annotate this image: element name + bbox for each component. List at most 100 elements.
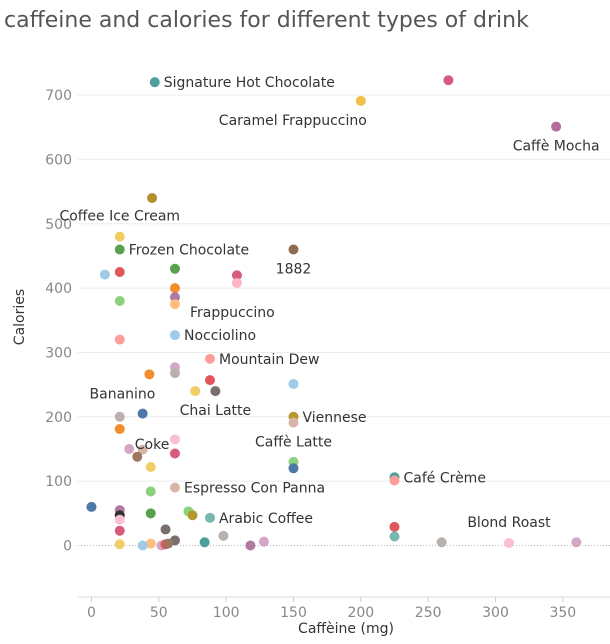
data-point[interactable] bbox=[169, 283, 180, 294]
data-point[interactable] bbox=[137, 408, 148, 419]
data-point[interactable] bbox=[389, 531, 400, 542]
data-point[interactable] bbox=[204, 375, 215, 386]
data-point[interactable] bbox=[132, 451, 143, 462]
point-label: Arabic Coffee bbox=[219, 511, 313, 527]
point-label: Coffee Ice Cream bbox=[59, 209, 180, 225]
data-point[interactable] bbox=[204, 353, 215, 364]
data-point[interactable] bbox=[389, 521, 400, 532]
x-tick-label: 350 bbox=[549, 605, 576, 621]
data-point[interactable] bbox=[145, 486, 156, 497]
data-point[interactable] bbox=[288, 463, 299, 474]
data-point[interactable] bbox=[389, 475, 400, 486]
point-label: Espresso Con Panna bbox=[184, 481, 325, 497]
data-point[interactable] bbox=[245, 540, 256, 551]
x-tick-label: 200 bbox=[347, 605, 374, 621]
point-label: Caffè Latte bbox=[255, 435, 332, 451]
data-point[interactable] bbox=[231, 270, 242, 281]
y-tick-label: 500 bbox=[45, 217, 72, 233]
data-point[interactable] bbox=[114, 295, 125, 306]
data-point[interactable] bbox=[114, 411, 125, 422]
point-label: Caffè Mocha bbox=[513, 139, 600, 155]
data-point[interactable] bbox=[443, 75, 454, 86]
y-tick-label: 600 bbox=[45, 152, 72, 168]
data-point[interactable] bbox=[160, 524, 171, 535]
data-point[interactable] bbox=[149, 77, 160, 88]
data-point[interactable] bbox=[169, 482, 180, 493]
data-point[interactable] bbox=[147, 193, 158, 204]
x-tick-label: 300 bbox=[482, 605, 509, 621]
data-point[interactable] bbox=[137, 540, 148, 551]
data-point[interactable] bbox=[114, 244, 125, 255]
gridlines bbox=[78, 94, 610, 598]
data-point[interactable] bbox=[288, 417, 299, 428]
data-point[interactable] bbox=[503, 537, 514, 548]
data-point[interactable] bbox=[114, 525, 125, 536]
data-point[interactable] bbox=[190, 386, 201, 397]
data-point[interactable] bbox=[114, 231, 125, 242]
point-labels: Signature Hot Chocolate Caramel Frappucci… bbox=[59, 75, 599, 531]
y-tick-label: 400 bbox=[45, 281, 72, 297]
x-tick-label: 250 bbox=[415, 605, 442, 621]
y-tick-label: 0 bbox=[63, 539, 72, 555]
data-point[interactable] bbox=[551, 121, 562, 132]
data-point[interactable] bbox=[169, 434, 180, 445]
data-point[interactable] bbox=[145, 538, 156, 549]
data-point[interactable] bbox=[114, 424, 125, 435]
x-tick-label: 0 bbox=[87, 605, 96, 621]
data-point[interactable] bbox=[258, 536, 269, 547]
x-tick-label: 100 bbox=[213, 605, 240, 621]
data-point[interactable] bbox=[210, 386, 221, 397]
data-point[interactable] bbox=[169, 368, 180, 379]
data-point[interactable] bbox=[114, 539, 125, 550]
data-point[interactable] bbox=[288, 378, 299, 389]
y-tick-label: 700 bbox=[45, 88, 72, 104]
data-point[interactable] bbox=[355, 95, 366, 106]
point-label: Blond Roast bbox=[467, 515, 551, 531]
data-point[interactable] bbox=[204, 512, 215, 523]
point-label: Bananino bbox=[90, 386, 156, 402]
data-point[interactable] bbox=[145, 508, 156, 519]
data-point[interactable] bbox=[169, 448, 180, 459]
point-label: Coke bbox=[135, 437, 170, 453]
data-point[interactable] bbox=[144, 369, 155, 380]
data-point[interactable] bbox=[199, 537, 210, 548]
x-tick-label: 150 bbox=[280, 605, 307, 621]
point-label: Frappuccino bbox=[190, 305, 275, 321]
data-point[interactable] bbox=[86, 501, 97, 512]
data-point[interactable] bbox=[114, 514, 125, 525]
x-axis-title: Caffèine (mg) bbox=[298, 621, 394, 637]
chart-title: caffeine and calories for different type… bbox=[4, 8, 529, 33]
point-label: Café Crème bbox=[404, 470, 486, 486]
data-point[interactable] bbox=[114, 334, 125, 345]
data-point[interactable] bbox=[231, 277, 242, 288]
data-point[interactable] bbox=[124, 443, 135, 454]
point-label: Viennese bbox=[302, 410, 366, 426]
point-label: Chai Latte bbox=[180, 403, 252, 419]
y-axis-title: Calories bbox=[12, 289, 28, 345]
y-tick-label: 100 bbox=[45, 474, 72, 490]
y-tick-label: 300 bbox=[45, 345, 72, 361]
y-tick-label: 200 bbox=[45, 410, 72, 426]
data-point[interactable] bbox=[169, 292, 180, 303]
data-point[interactable] bbox=[187, 510, 198, 521]
data-point[interactable] bbox=[436, 537, 447, 548]
data-point[interactable] bbox=[137, 444, 148, 455]
point-label: Mountain Dew bbox=[219, 352, 320, 368]
data-point[interactable] bbox=[288, 244, 299, 255]
data-point[interactable] bbox=[218, 530, 229, 541]
data-point[interactable] bbox=[99, 269, 110, 280]
point-label: Nocciolino bbox=[184, 328, 256, 344]
data-point[interactable] bbox=[571, 537, 582, 548]
data-point[interactable] bbox=[169, 299, 180, 310]
point-label: Caramel Frappuccino bbox=[219, 113, 367, 129]
data-point[interactable] bbox=[163, 538, 174, 549]
point-label: 1882 bbox=[276, 261, 312, 277]
axis-ticks: 0 100 200 300 400 500 600 700 0 50 100 150 200 250 300… bbox=[45, 88, 576, 621]
data-point[interactable] bbox=[169, 263, 180, 274]
data-point[interactable] bbox=[114, 267, 125, 278]
data-point[interactable] bbox=[145, 462, 156, 473]
data-point[interactable] bbox=[169, 330, 180, 341]
data-points bbox=[86, 75, 582, 551]
x-tick-label: 50 bbox=[150, 605, 168, 621]
